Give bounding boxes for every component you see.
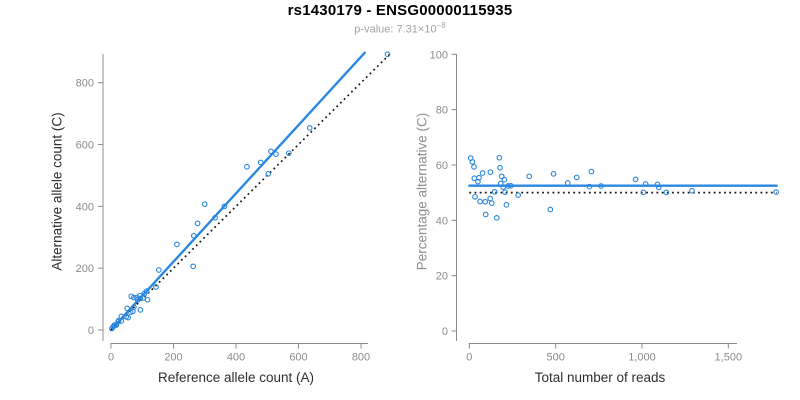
data-point (487, 169, 494, 176)
data-point (488, 200, 495, 207)
data-point (482, 198, 489, 205)
data-point (663, 189, 670, 196)
data-point (497, 164, 503, 171)
data-point (547, 206, 554, 213)
data-point (130, 304, 137, 310)
data-point (273, 151, 279, 157)
pvalue-text: p-value: 7.31×10 (354, 23, 437, 36)
data-point (515, 192, 522, 198)
data-point (655, 184, 662, 191)
data-point (137, 295, 144, 302)
data-point (573, 174, 580, 181)
data-point (496, 154, 503, 161)
data-point (482, 211, 489, 218)
fit-line (109, 51, 366, 332)
x-tick-label: 0 (108, 352, 114, 364)
data-point (190, 263, 197, 270)
data-point (144, 296, 151, 303)
identity-line (110, 53, 391, 331)
data-point (502, 189, 508, 195)
data-point (155, 267, 162, 273)
x-tick-label: 500 (546, 352, 564, 364)
y-tick-label: 40 (436, 215, 448, 227)
data-point (153, 284, 159, 290)
data-point (212, 214, 218, 221)
y-tick-label: 200 (76, 263, 94, 275)
y-tick-label: 60 (436, 160, 448, 172)
data-point (598, 183, 604, 189)
pvalue-exponent: −8 (436, 21, 446, 30)
data-point (194, 220, 201, 227)
data-point (125, 314, 132, 321)
x-tick-label: 0 (466, 352, 472, 364)
y-tick-label: 80 (436, 105, 448, 117)
data-point (640, 189, 647, 196)
data-point (550, 170, 557, 177)
data-point (285, 150, 292, 157)
data-point (507, 182, 514, 189)
data-point (586, 183, 593, 190)
data-point (500, 184, 506, 190)
data-point (472, 193, 478, 200)
data-point (134, 297, 141, 303)
y-tick-label: 600 (76, 140, 94, 152)
data-point (257, 159, 264, 166)
data-point (384, 51, 391, 58)
data-point (491, 188, 498, 195)
y-tick-label: 20 (436, 271, 448, 283)
data-point (124, 305, 131, 312)
data-point (143, 288, 150, 294)
data-point (476, 174, 482, 181)
data-point (201, 201, 208, 208)
data-point (493, 214, 500, 221)
plot-title: rs1430179 - ENSG00000115935 (287, 2, 513, 19)
y-tick-label: 800 (76, 78, 94, 90)
data-point (642, 181, 649, 187)
data-point (477, 198, 483, 205)
left-xaxis-title: Reference allele count (A) (157, 370, 315, 385)
x-tick-label: 200 (164, 352, 182, 364)
data-point (221, 203, 228, 210)
data-point (564, 180, 571, 186)
right-yaxis-title: Percentage alternative (C) (414, 112, 430, 271)
data-point (471, 164, 477, 170)
x-tick-label: 800 (352, 352, 370, 364)
data-point (306, 124, 313, 131)
data-point (632, 176, 639, 183)
y-tick-label: 0 (442, 326, 448, 338)
data-point (689, 187, 695, 194)
x-tick-label: 400 (227, 352, 245, 364)
y-tick-label: 400 (76, 201, 94, 213)
right-xaxis-title: Total number of reads (534, 370, 666, 385)
left-yaxis-title: Alternative allele count (C) (49, 112, 65, 271)
data-point (526, 173, 533, 180)
x-tick-label: 1,500 (715, 352, 743, 364)
data-point (501, 176, 508, 183)
data-point (773, 189, 779, 195)
data-point (479, 170, 486, 176)
data-point (137, 307, 144, 313)
data-point (268, 148, 274, 155)
x-tick-label: 1,000 (628, 352, 656, 364)
data-point (174, 241, 180, 248)
data-point (588, 168, 595, 175)
y-tick-label: 100 (430, 49, 448, 61)
data-point (487, 195, 494, 202)
data-point (265, 171, 272, 177)
data-point (130, 294, 137, 301)
data-point (505, 183, 512, 189)
data-point (190, 232, 197, 239)
data-point (469, 159, 476, 165)
data-point (244, 163, 250, 170)
data-point (115, 317, 122, 324)
plot-subtitle: p-value: 7.31×10−8 (0, 21, 800, 36)
data-point (503, 201, 510, 208)
y-tick-label: 0 (88, 325, 94, 337)
data-point (654, 181, 661, 188)
x-tick-label: 600 (289, 352, 307, 364)
